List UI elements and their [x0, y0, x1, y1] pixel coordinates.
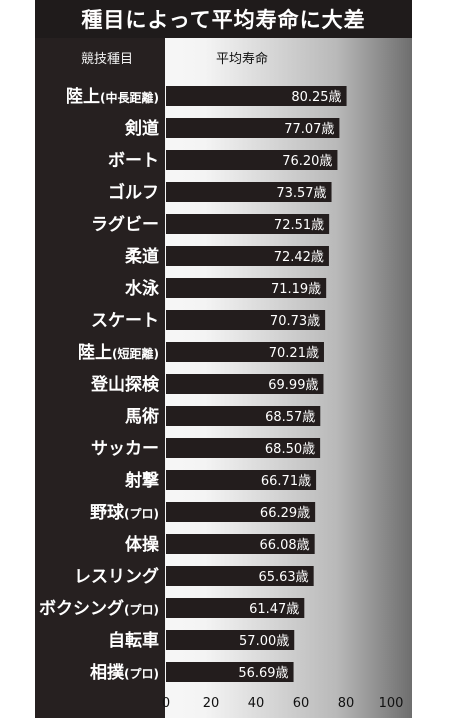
- bar: [166, 118, 340, 138]
- value-label: 72.51歳: [274, 218, 324, 233]
- category-label: ゴルフ: [108, 182, 159, 203]
- category-label: 剣道: [124, 118, 159, 139]
- lifespan-column-header: 平均寿命: [216, 52, 269, 67]
- value-label: 65.63歳: [258, 570, 308, 585]
- category-label: 体操: [125, 534, 159, 555]
- category-label: 野球(プロ): [90, 503, 159, 523]
- value-label: 71.19歳: [271, 282, 321, 297]
- bar: [166, 86, 347, 106]
- category-label: 水泳: [125, 278, 160, 299]
- value-label: 80.25歳: [291, 90, 341, 105]
- value-label: 72.42歳: [274, 250, 324, 265]
- bar: [166, 246, 329, 266]
- category-label: 自転車: [108, 630, 159, 651]
- x-tick-label: 100: [379, 696, 404, 711]
- bar: [166, 470, 317, 490]
- bar: [166, 214, 330, 234]
- x-tick-label: 60: [293, 696, 310, 711]
- value-label: 57.00歳: [239, 634, 289, 649]
- bar: [166, 534, 315, 554]
- x-tick-label: 20: [203, 696, 220, 711]
- bar: [166, 374, 324, 394]
- value-label: 66.29歳: [260, 506, 310, 521]
- bar: [166, 342, 324, 362]
- title-bar: 種目によって平均寿命に大差: [35, 0, 412, 38]
- category-label: スケート: [91, 311, 159, 331]
- value-label: 68.57歳: [265, 410, 315, 425]
- bar: [166, 310, 326, 330]
- value-label: 70.21歳: [269, 346, 319, 361]
- category-label: 陸上(短距離): [78, 342, 159, 363]
- value-label: 61.47歳: [249, 602, 299, 617]
- bar: [166, 182, 332, 202]
- bar: [166, 278, 327, 298]
- value-label: 77.07歳: [284, 122, 334, 137]
- category-label: 柔道: [125, 246, 159, 267]
- x-tick-label: 0: [162, 696, 170, 711]
- value-label: 69.99歳: [268, 378, 318, 393]
- x-tick-label: 80: [338, 696, 355, 711]
- bar: [166, 150, 338, 170]
- value-label: 70.73歳: [270, 314, 320, 329]
- bar: [166, 630, 295, 650]
- bar: [166, 566, 314, 586]
- category-label: ボクシング(プロ): [39, 598, 159, 619]
- category-label: 相撲(プロ): [90, 662, 159, 683]
- chart-title: 種目によって平均寿命に大差: [81, 8, 366, 32]
- bar: [166, 438, 321, 458]
- category-label: ボート: [108, 151, 159, 171]
- bar: [166, 598, 305, 618]
- value-label: 66.71歳: [261, 474, 311, 489]
- x-tick-label: 40: [248, 696, 265, 711]
- category-label: 馬術: [125, 406, 159, 427]
- sport-column-header: 競技種目: [81, 52, 134, 67]
- value-label: 73.57歳: [276, 186, 326, 201]
- category-label: 射撃: [124, 470, 159, 491]
- value-label: 56.69歳: [238, 666, 288, 681]
- column-header-row: 競技種目 平均寿命: [35, 38, 412, 74]
- category-label: 陸上(中長距離): [66, 86, 159, 107]
- category-label: 登山探検: [90, 374, 160, 395]
- category-label: ラグビー: [91, 214, 159, 235]
- bar: [166, 502, 316, 522]
- category-label: サッカー: [91, 439, 159, 459]
- bar: [166, 662, 294, 682]
- value-label: 76.20歳: [282, 154, 332, 169]
- category-panel: [35, 38, 165, 718]
- chart-frame: 種目によって平均寿命に大差 競技種目 平均寿命 陸上(中長距離) 80.25歳剣道…: [35, 0, 412, 718]
- value-label: 66.08歳: [259, 538, 309, 553]
- value-label: 68.50歳: [265, 442, 315, 457]
- category-label: レスリング: [74, 566, 159, 587]
- bar: [166, 406, 321, 426]
